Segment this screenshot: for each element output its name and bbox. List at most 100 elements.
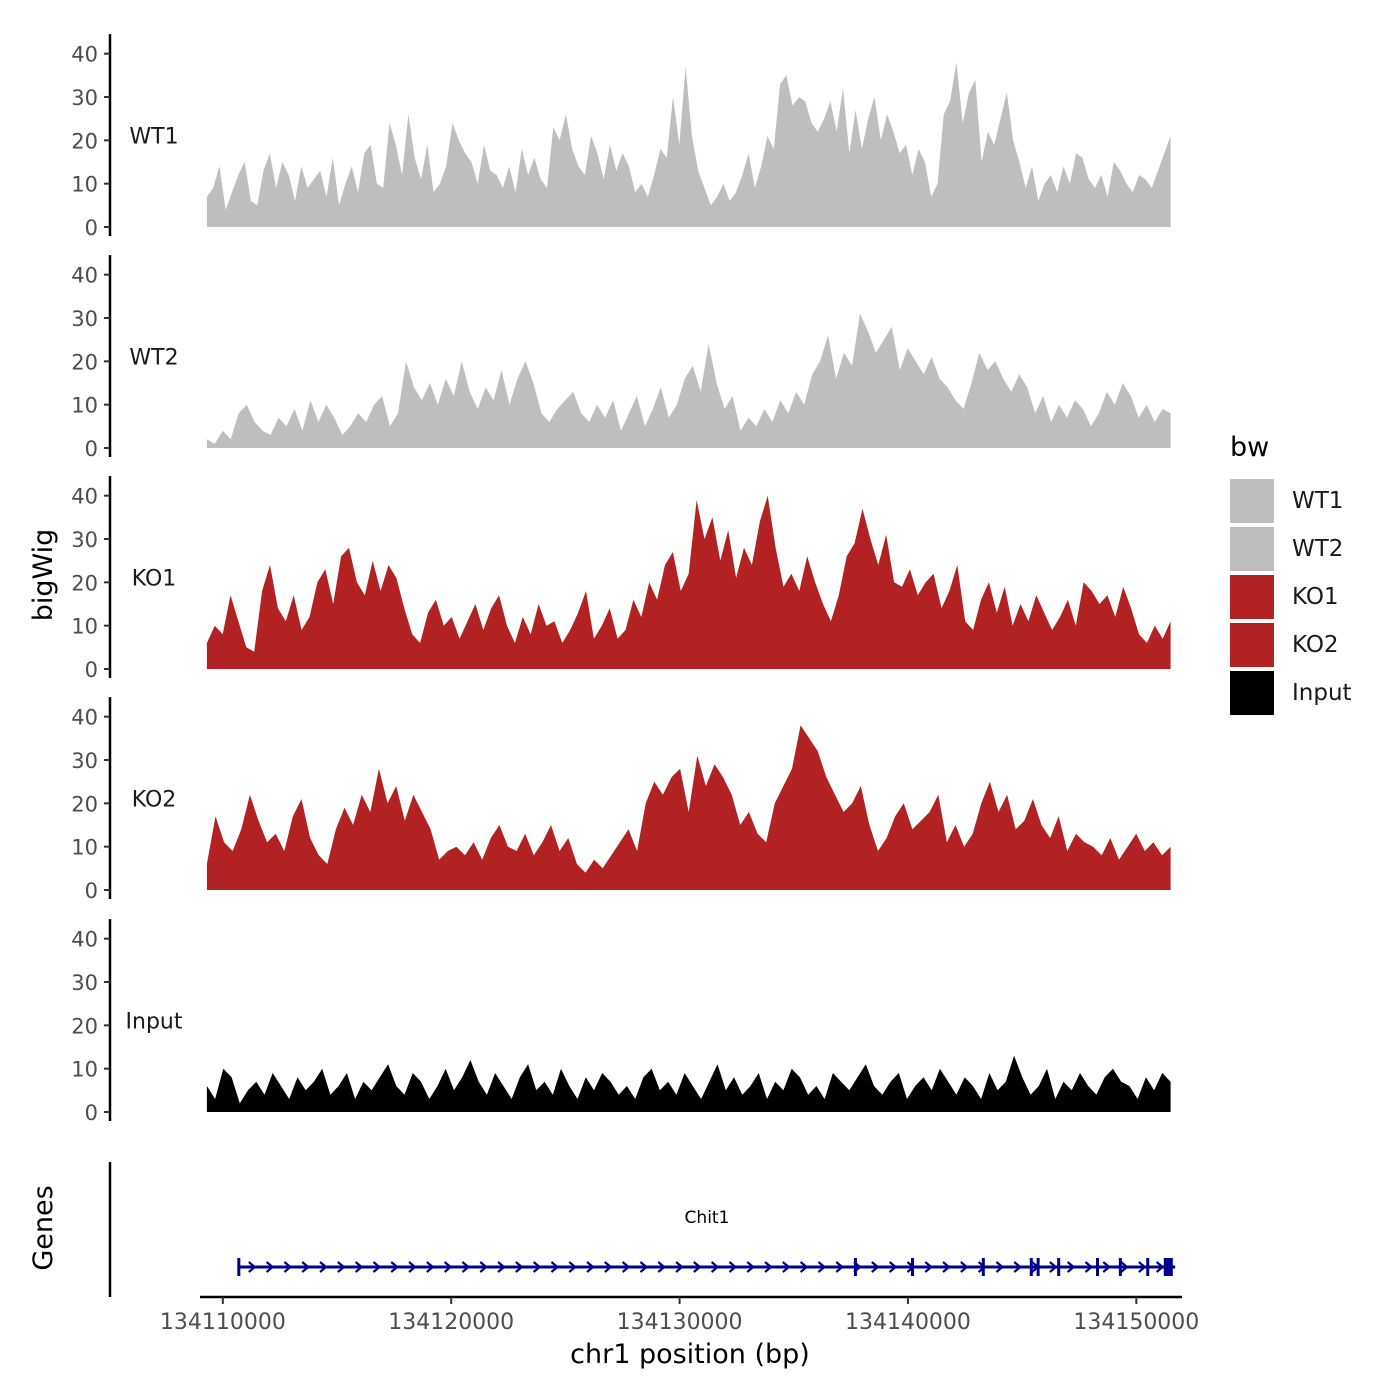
exon xyxy=(1163,1258,1173,1276)
legend-label-wt2: WT2 xyxy=(1292,536,1344,562)
strand-arrow xyxy=(1120,1261,1129,1273)
y-tick-label: 20 xyxy=(71,129,98,153)
track-area-input xyxy=(206,1055,1171,1112)
legend-item-wt1: WT1 xyxy=(1230,477,1352,525)
y-tick-label: 20 xyxy=(71,1014,98,1038)
strand-arrow xyxy=(532,1261,542,1273)
y-tick-label: 10 xyxy=(71,394,98,418)
exon xyxy=(1036,1258,1040,1276)
track-area-wt2 xyxy=(206,313,1171,448)
genes-panel-title: Genes xyxy=(28,1185,59,1270)
y-tick-label: 20 xyxy=(71,350,98,374)
strand-arrow xyxy=(515,1261,524,1273)
strand-arrow xyxy=(319,1261,328,1273)
strand-arrow xyxy=(426,1261,435,1273)
exon xyxy=(1096,1258,1100,1276)
y-tick-label: 40 xyxy=(71,264,98,288)
x-tick-label: 134130000 xyxy=(617,1310,743,1335)
strand-arrow xyxy=(604,1261,613,1273)
strand-arrow xyxy=(942,1261,951,1273)
exon xyxy=(911,1258,915,1276)
strand-arrow xyxy=(835,1261,844,1273)
y-tick-label: 10 xyxy=(71,173,98,197)
legend-label-wt1: WT1 xyxy=(1292,488,1344,514)
strand-arrow xyxy=(586,1261,595,1273)
strand-arrow xyxy=(621,1261,631,1273)
y-tick-label: 0 xyxy=(85,437,98,461)
track-area-ko1 xyxy=(206,495,1171,669)
tracks-layer: 0 10 20 30 40 WT1 0 10 20 30 40 WT2 0 10 20 30 40 KO1 0 10 2… xyxy=(71,34,1171,1125)
legend-key-wt1 xyxy=(1230,479,1274,523)
x-tick-label: 134150000 xyxy=(1073,1310,1199,1335)
strand-arrow xyxy=(265,1261,275,1273)
legend-label-input: Input xyxy=(1292,680,1352,706)
strand-arrow xyxy=(248,1261,257,1273)
strand-arrow xyxy=(461,1261,471,1273)
strand-arrow xyxy=(924,1261,933,1273)
strand-arrow xyxy=(728,1261,738,1273)
track-label: WT1 xyxy=(129,124,178,149)
y-tick-label: 0 xyxy=(85,1101,98,1125)
strand-arrow xyxy=(479,1261,488,1273)
y-tick-label: 10 xyxy=(71,615,98,639)
y-tick-label: 30 xyxy=(71,749,98,773)
strand-arrow xyxy=(693,1261,702,1273)
track-label: Input xyxy=(126,1009,183,1034)
legend-key-wt2 xyxy=(1230,527,1274,571)
strand-arrow xyxy=(1066,1261,1076,1273)
y-tick-label: 10 xyxy=(71,836,98,860)
strand-arrow xyxy=(871,1261,880,1273)
y-tick-label: 40 xyxy=(71,928,98,952)
strand-arrow xyxy=(1155,1261,1165,1273)
strand-arrow xyxy=(497,1261,506,1273)
y-tick-label: 30 xyxy=(71,971,98,995)
strand-arrow xyxy=(746,1261,755,1273)
strand-arrow xyxy=(443,1261,453,1273)
strand-arrow xyxy=(1013,1261,1022,1273)
strand-arrow xyxy=(550,1261,560,1273)
exon xyxy=(1029,1258,1033,1276)
legend-key-ko1 xyxy=(1230,575,1274,619)
y-tick-label: 0 xyxy=(85,879,98,903)
track-wt1: 0 10 20 30 40 WT1 xyxy=(71,34,1171,240)
track-area-ko2 xyxy=(206,725,1171,890)
y-tick-label: 10 xyxy=(71,1058,98,1082)
strand-arrow xyxy=(639,1261,649,1273)
x-tick-label: 134140000 xyxy=(845,1310,971,1335)
exon xyxy=(853,1258,857,1276)
exon xyxy=(1118,1258,1122,1276)
strand-arrow xyxy=(372,1261,382,1273)
strand-arrow xyxy=(764,1261,773,1273)
legend-label-ko1: KO1 xyxy=(1292,584,1339,610)
x-axis-title: chr1 position (bp) xyxy=(570,1339,810,1370)
strand-arrow xyxy=(1138,1261,1147,1273)
legend: bw WT1 WT2 KO1 KO2 Input xyxy=(1230,432,1352,717)
gene-name-label: Chit1 xyxy=(685,1208,730,1228)
strand-arrow xyxy=(1102,1261,1111,1273)
strand-arrow xyxy=(782,1261,791,1273)
strand-arrow xyxy=(657,1261,666,1273)
strand-arrow xyxy=(354,1261,364,1273)
y-tick-label: 40 xyxy=(71,485,98,509)
strand-arrow xyxy=(568,1261,577,1273)
strand-arrow xyxy=(960,1261,969,1273)
strand-arrow xyxy=(1084,1261,1094,1273)
y-tick-label: 20 xyxy=(71,571,98,595)
track-wt2: 0 10 20 30 40 WT2 xyxy=(71,255,1171,461)
strand-arrow xyxy=(301,1261,310,1273)
y-tick-label: 30 xyxy=(71,528,98,552)
gene-panel: Chit1 xyxy=(108,1162,1176,1297)
y-tick-label: 20 xyxy=(71,792,98,816)
strand-arrow xyxy=(799,1261,809,1273)
legend-title: bw xyxy=(1230,432,1270,463)
track-label: KO2 xyxy=(132,787,177,812)
strand-arrow xyxy=(283,1261,293,1273)
y-tick-label: 40 xyxy=(71,706,98,730)
legend-label-ko2: KO2 xyxy=(1292,632,1339,658)
y-tick-label: 30 xyxy=(71,86,98,110)
y-tick-label: 0 xyxy=(85,658,98,682)
y-tick-label: 30 xyxy=(71,307,98,331)
exon xyxy=(1057,1258,1061,1276)
strand-arrow xyxy=(710,1261,720,1273)
